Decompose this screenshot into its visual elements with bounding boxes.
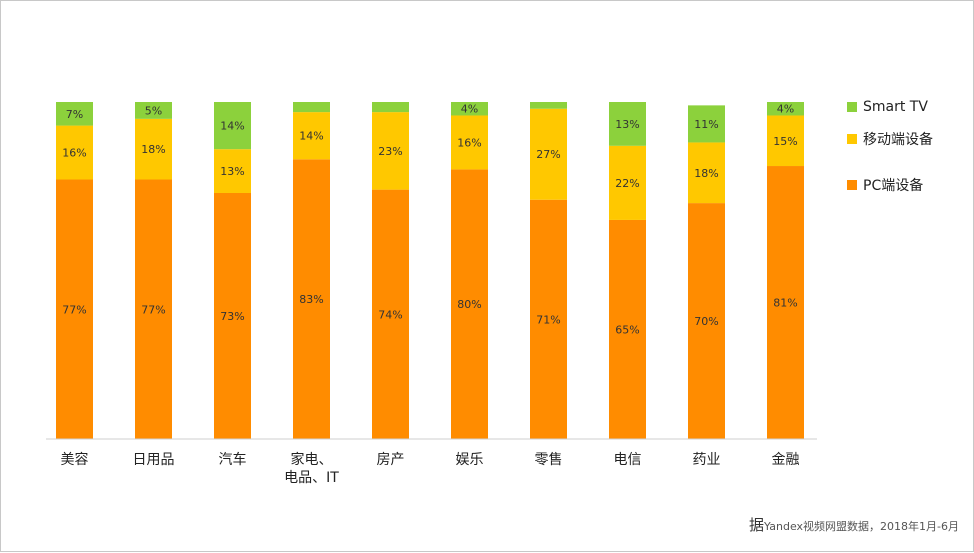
data-label-mobile-7: 22% [615, 177, 639, 190]
legend-swatch-pc [847, 180, 857, 190]
data-label-mobile-6: 27% [536, 148, 560, 161]
data-label-pc-9: 81% [773, 297, 797, 310]
legend-swatch-smart-tv [847, 102, 857, 112]
data-label-pc-3: 83% [299, 293, 323, 306]
bar-segment-smart-tv-2 [214, 102, 251, 150]
bar-segment-pc-2 [214, 192, 251, 439]
bar-segment-mobile-8 [688, 142, 725, 204]
bar-segment-mobile-5 [451, 115, 488, 170]
data-label-pc-1: 77% [141, 303, 165, 316]
category-label-6: 零售 [535, 452, 563, 468]
data-label-pc-0: 77% [62, 303, 86, 316]
legend-label-pc: PC端设备 [863, 178, 924, 194]
bar-segment-mobile-7 [609, 145, 646, 220]
bar-segment-pc-3 [293, 159, 330, 440]
data-label-smart-tv-0: 7% [66, 108, 83, 121]
bar-segment-smart-tv-7 [609, 102, 646, 146]
category-label-7: 电信 [614, 452, 642, 468]
bar-segment-mobile-9 [767, 115, 804, 167]
bar-segment-pc-7 [609, 219, 646, 439]
legend-swatch-mobile [847, 134, 857, 144]
bar-segment-mobile-2 [214, 149, 251, 193]
category-labels-layer: 美容 日用品 汽车 家电、电品、IT 房产 娱乐 零售 电信 药业 金融 [61, 451, 800, 486]
bar-segment-smart-tv-8 [688, 105, 725, 143]
category-label-3-line-1: 电品、IT [284, 470, 339, 486]
bar-segment-mobile-3 [293, 112, 330, 160]
bar-segment-pc-6 [530, 199, 567, 439]
data-label-pc-7: 65% [615, 323, 639, 336]
bar-segment-smart-tv-3 [293, 102, 330, 113]
data-label-mobile-0: 16% [62, 147, 86, 160]
bar-segment-pc-9 [767, 166, 804, 439]
bars-layer [56, 102, 804, 440]
bar-segment-mobile-1 [135, 118, 172, 180]
data-label-smart-tv-7: 13% [615, 118, 639, 131]
category-label-5: 娱乐 [456, 452, 484, 468]
data-label-pc-2: 73% [220, 310, 244, 323]
bar-segment-smart-tv-0 [56, 102, 93, 126]
category-label-3-line-0: 家电、 [291, 451, 333, 468]
bar-segment-pc-1 [135, 179, 172, 439]
bar-segment-pc-4 [372, 189, 409, 439]
data-label-mobile-8: 18% [694, 167, 718, 180]
data-labels-layer: 77% 16% 7% 77% 18% 5% 73% 13% 14% 83% 14% 74% 23% 80%… [62, 103, 797, 337]
data-label-mobile-1: 18% [141, 143, 165, 156]
data-label-mobile-2: 13% [220, 165, 244, 178]
legend-item-pc: PC端设备 [847, 175, 923, 195]
legend-label-mobile: 移动端设备 [863, 132, 933, 148]
bar-segment-mobile-0 [56, 125, 93, 180]
data-label-mobile-3: 14% [299, 130, 323, 143]
legend-label-smart-tv: Smart TV [863, 99, 928, 115]
bar-segment-smart-tv-1 [135, 102, 172, 119]
category-label-4: 房产 [377, 452, 405, 468]
data-label-smart-tv-8: 11% [694, 118, 718, 131]
data-label-smart-tv-1: 5% [145, 104, 162, 117]
data-label-mobile-5: 16% [457, 136, 481, 149]
legend-item-mobile: 移动端设备 [847, 129, 933, 149]
bar-segment-pc-5 [451, 169, 488, 439]
bar-segment-mobile-4 [372, 112, 409, 190]
category-label-2: 汽车 [219, 451, 247, 468]
data-label-smart-tv-9: 4% [777, 103, 794, 116]
data-label-smart-tv-2: 14% [220, 120, 244, 133]
data-label-mobile-9: 15% [773, 135, 797, 148]
category-label-9: 金融 [772, 452, 800, 468]
source-note: 据Yandex视频网盟数据，2018年1月-6月 [749, 514, 959, 535]
data-label-smart-tv-5: 4% [461, 103, 478, 116]
data-label-pc-4: 74% [378, 308, 402, 321]
bar-segment-smart-tv-6 [530, 102, 567, 109]
bar-segment-smart-tv-9 [767, 102, 804, 116]
source-prefix: 据 [749, 516, 765, 534]
bar-segment-smart-tv-5 [451, 102, 488, 116]
data-label-mobile-4: 23% [378, 145, 402, 158]
category-label-1: 日用品 [133, 452, 175, 468]
bar-segment-pc-8 [688, 203, 725, 439]
source-text: Yandex视频网盟数据，2018年1月-6月 [764, 520, 959, 533]
bar-segment-smart-tv-4 [372, 102, 409, 113]
bar-segment-pc-0 [56, 179, 93, 439]
legend-item-smart-tv: Smart TV [847, 99, 928, 115]
category-label-8: 药业 [693, 452, 721, 468]
category-label-0: 美容 [61, 451, 89, 468]
data-label-pc-5: 80% [457, 298, 481, 311]
bar-segment-mobile-6 [530, 108, 567, 200]
data-label-pc-8: 70% [694, 315, 718, 328]
data-label-pc-6: 71% [536, 313, 560, 326]
